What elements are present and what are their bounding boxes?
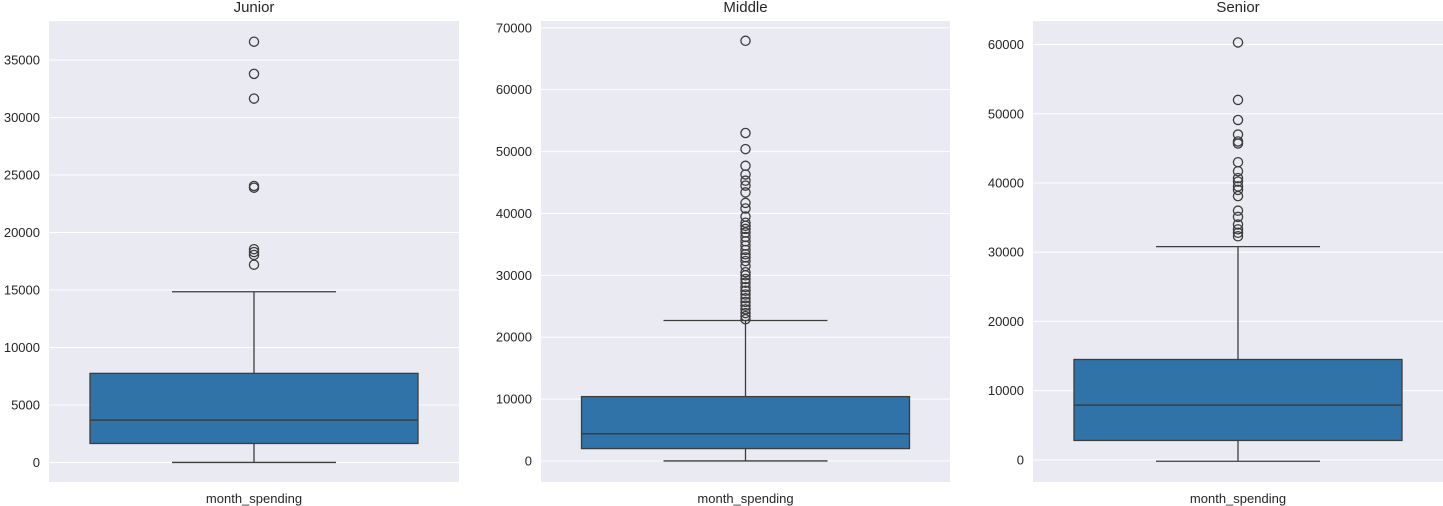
outlier-point [740,180,751,191]
outlier-point [1232,172,1244,184]
outlier-point [740,314,751,325]
y-tick-label: 70000 [496,20,532,35]
outlier-point [740,304,751,315]
outlier-point [740,187,751,198]
outlier-point [740,143,751,155]
y-tick-label: 0 [525,453,532,468]
y-tick-label: 40000 [496,206,532,221]
outlier-point [1232,181,1244,192]
outlier-point [1232,205,1244,216]
outlier-point [1232,224,1244,235]
outlier-point [1232,156,1244,168]
outlier-point [740,252,751,263]
outlier-point [740,310,751,322]
outlier-point [740,203,751,214]
y-tick-label: 20000 [4,225,40,240]
chart-panel-junior: 0 5000 10000 15000 20000 25000 30000 35000 Junio… [4,0,459,506]
outlier-point [740,160,751,172]
outlier-point [1232,136,1244,147]
outlier-point [740,255,751,267]
outlier-point [1232,114,1244,126]
outlier-point [1232,219,1244,230]
outlier-point [740,285,751,297]
outlier-point [740,277,751,288]
y-tick-label: 30000 [988,245,1024,260]
outlier-point [1232,231,1244,242]
iqr-box [89,372,419,445]
outlier-point [740,35,751,47]
outlier-point [1232,184,1244,196]
y-tick-label: 30000 [4,110,40,125]
outlier-point [1232,129,1244,140]
outlier-point [1232,37,1244,48]
outlier-point [740,127,751,139]
y-tick-label: 50000 [496,144,532,159]
outlier-point [740,296,751,308]
y-tick-label: 0 [33,455,40,470]
x-tick-label: month_spending [1190,491,1286,506]
iqr-box [1073,358,1403,442]
outlier-point [740,307,751,319]
chart-title: Senior [1216,0,1259,16]
y-tick-label: 20000 [496,330,532,345]
y-tick-label: 10000 [4,340,40,355]
outlier-point [248,68,260,80]
x-tick-label: month_spending [206,491,302,506]
outlier-point [1232,176,1244,187]
outlier-point [740,211,751,222]
outlier-point [740,300,751,311]
outlier-point [740,292,751,304]
outlier-point [1232,227,1244,239]
y-tick-label: 0 [1017,452,1024,467]
outlier-point [248,243,260,255]
outlier-point [740,197,751,209]
chart-panel-middle: 0 10000 20000 30000 40000 50000 60000 70000 Midd… [496,0,950,506]
outlier-point [248,249,260,261]
outlier-point [740,281,751,293]
outlier-point [740,227,751,238]
y-tick-label: 10000 [988,383,1024,398]
outlier-point [1232,94,1244,106]
y-tick-label: 50000 [988,106,1024,121]
chart-title: Middle [723,0,767,16]
y-tick-label: 25000 [4,168,40,183]
y-tick-label: 60000 [988,37,1024,52]
y-tick-label: 15000 [4,283,40,298]
outlier-point [740,266,751,278]
y-tick-label: 10000 [496,392,532,407]
outlier-point [1232,211,1244,223]
chart-panel-senior: 0 10000 20000 30000 40000 50000 60000 Senior mon… [988,0,1443,506]
outlier-point [740,217,751,228]
outlier-point [248,180,260,192]
y-tick-label: 60000 [496,82,532,97]
y-tick-label: 40000 [988,175,1024,190]
outlier-point [248,246,260,258]
outlier-point [740,231,751,243]
outlier-point [248,93,260,104]
y-tick-label: 5000 [11,397,40,412]
outlier-point [740,289,751,300]
y-tick-label: 20000 [988,314,1024,329]
chart-title: Junior [234,0,275,16]
x-tick-label: month_spending [697,491,793,506]
y-tick-label: 30000 [496,268,532,283]
outlier-point [740,223,751,235]
y-tick-label: 35000 [4,53,40,68]
outlier-point [248,36,260,47]
iqr-box [580,395,911,450]
outlier-point [740,273,751,285]
outlier-point [740,175,751,186]
